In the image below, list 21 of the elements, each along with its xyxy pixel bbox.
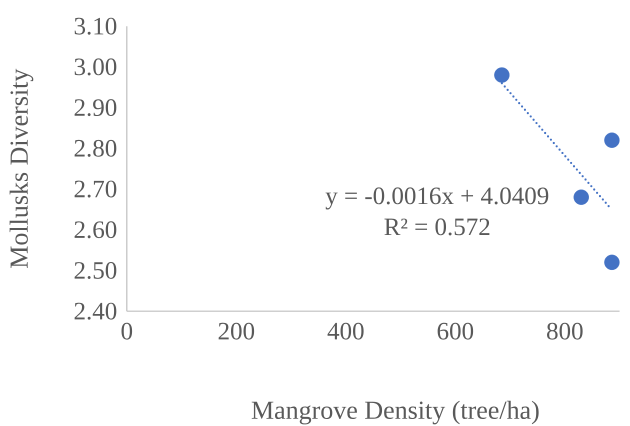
x-axis-title: Mangrove Density (tree/ha) (252, 400, 539, 424)
point (574, 189, 589, 205)
annotation: R² = 0.572 (384, 218, 490, 236)
annotation: y = -0.0016x + 4.0409 (326, 187, 548, 210)
y-tick-label: 3.00 (74, 58, 116, 76)
y-tick-label: 2.80 (74, 140, 116, 157)
x-tick-label: 200 (218, 322, 254, 340)
y-axis-title: Mollusks Diversity (10, 68, 34, 268)
x-tick-label: 400 (328, 322, 364, 340)
point (604, 254, 620, 270)
y-tick-label: 2.50 (74, 262, 116, 279)
y-tick-label: 3.10 (74, 18, 116, 35)
y-tick-label: 2.90 (74, 99, 116, 116)
y-tick-label: 2.60 (74, 221, 116, 238)
x-tick-label: 600 (438, 322, 474, 340)
y-tick-label: 2.40 (74, 302, 116, 320)
point (494, 67, 510, 83)
x-tick-label: 800 (547, 322, 583, 340)
y-tick-label: 2.70 (74, 180, 116, 198)
point (604, 132, 620, 148)
x-tick-label: 0 (122, 322, 132, 340)
